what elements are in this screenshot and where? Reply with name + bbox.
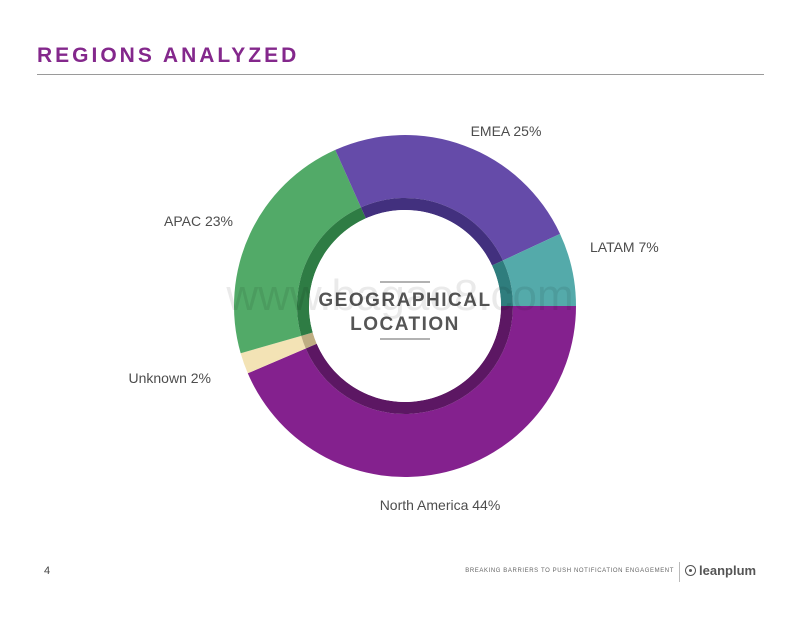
- slice-inner-north-america: [305, 306, 513, 414]
- donut-hole: [309, 210, 501, 402]
- leanplum-logo-icon: [685, 565, 696, 576]
- brand-logo: leanplum: [685, 563, 756, 578]
- footer-separator: [679, 562, 680, 582]
- watermark: www.bagao8.com: [225, 271, 573, 320]
- title-divider: [37, 74, 764, 75]
- slice-inner-unknown: [301, 332, 317, 349]
- slice-north-america: [247, 306, 576, 477]
- footer-tagline: BREAKING BARRIERS TO PUSH NOTIFICATION E…: [465, 568, 674, 574]
- center-label-line-2: LOCATION: [350, 314, 460, 335]
- page-number: 4: [44, 565, 51, 577]
- brand-name: leanplum: [699, 563, 757, 578]
- slice-apac: [234, 149, 361, 354]
- slice-label-unknown: Unknown 2%: [129, 370, 212, 386]
- slice-label-apac: APAC 23%: [164, 213, 233, 229]
- slice-latam: [502, 233, 576, 306]
- slice-emea: [335, 135, 561, 261]
- slice-label-latam: LATAM 7%: [590, 239, 659, 255]
- slice-unknown: [240, 335, 306, 374]
- slice-label-emea: EMEA 25%: [471, 123, 542, 139]
- slice-inner-latam: [492, 260, 513, 306]
- center-label-line-1: GEOGRAPHICAL: [318, 290, 491, 311]
- slice-label-north-america: North America 44%: [380, 497, 501, 513]
- slice-inner-emea: [360, 197, 503, 266]
- slice-inner-apac: [297, 207, 366, 336]
- page-title: REGIONS ANALYZED: [37, 44, 300, 67]
